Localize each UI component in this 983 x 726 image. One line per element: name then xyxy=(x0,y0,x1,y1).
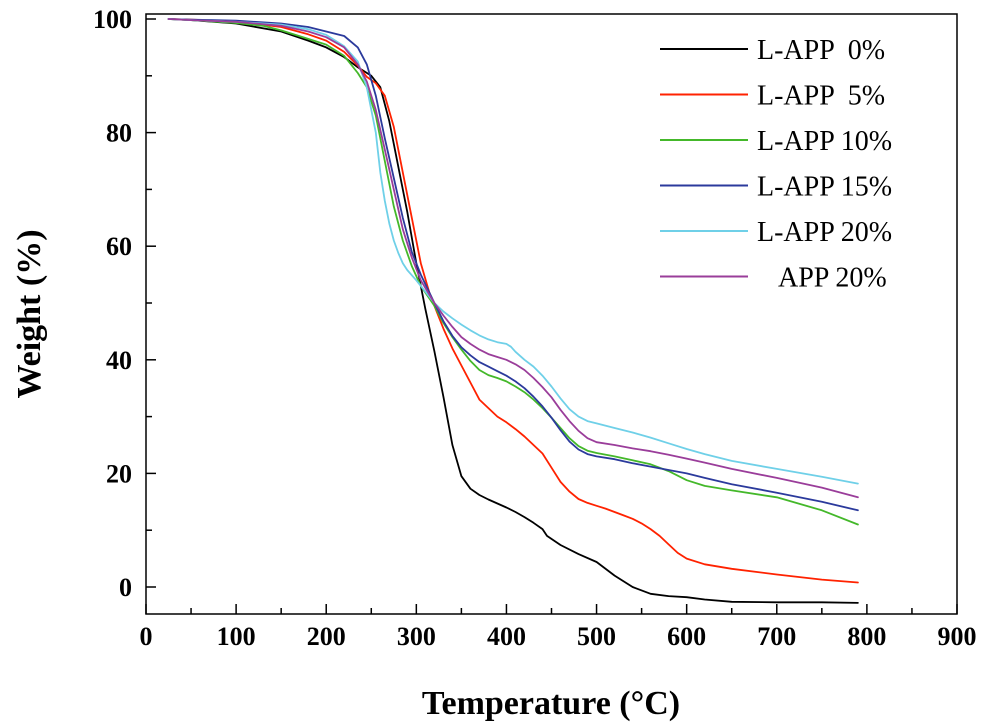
x-tick-label: 300 xyxy=(397,622,436,651)
legend-label-5: L-APP 20% xyxy=(757,217,892,248)
series-layer xyxy=(167,18,859,604)
series-line-5 xyxy=(167,18,859,485)
series-line-4 xyxy=(167,18,859,512)
x-tick-label: 900 xyxy=(938,622,977,651)
x-tick-label: 400 xyxy=(487,622,526,651)
y-tick-label: 40 xyxy=(106,346,132,375)
y-tick-label: 100 xyxy=(93,5,132,34)
series-line-1 xyxy=(167,18,859,604)
legend-label-6: APP 20% xyxy=(778,263,887,294)
x-tick-label: 700 xyxy=(757,622,796,651)
x-tick-labels: 0 100 200 300 400 500 600 700 800 900 xyxy=(140,622,977,651)
y-tick-label: 20 xyxy=(106,459,132,488)
x-tick-label: 600 xyxy=(667,622,706,651)
series-line-3 xyxy=(167,18,859,526)
legend-label-4: L-APP 15% xyxy=(757,172,892,203)
x-tick-label: 0 xyxy=(140,622,153,651)
axis-ticks xyxy=(145,18,958,614)
y-axis-title: Weight (%) xyxy=(11,229,48,398)
y-tick-label: 80 xyxy=(106,119,132,148)
y-tick-labels: 0 20 40 60 80 100 xyxy=(93,5,132,602)
x-tick-label: 800 xyxy=(847,622,886,651)
x-tick-label: 100 xyxy=(217,622,256,651)
x-axis-title: Temperature (°C) xyxy=(422,685,680,722)
x-tick-label: 500 xyxy=(577,622,616,651)
legend-label-1: L-APP 0% xyxy=(757,35,885,66)
y-tick-label: 60 xyxy=(106,232,132,261)
series-line-6 xyxy=(167,18,859,499)
legend-label-3: L-APP 10% xyxy=(757,126,892,157)
legend-label-2: L-APP 5% xyxy=(757,81,885,112)
y-tick-label: 0 xyxy=(119,573,132,602)
legend: L-APP 0% L-APP 5% L-APP 10% L-APP 15% L-APP … xyxy=(660,35,892,294)
series-line-2 xyxy=(167,18,859,584)
x-tick-label: 200 xyxy=(307,622,346,651)
